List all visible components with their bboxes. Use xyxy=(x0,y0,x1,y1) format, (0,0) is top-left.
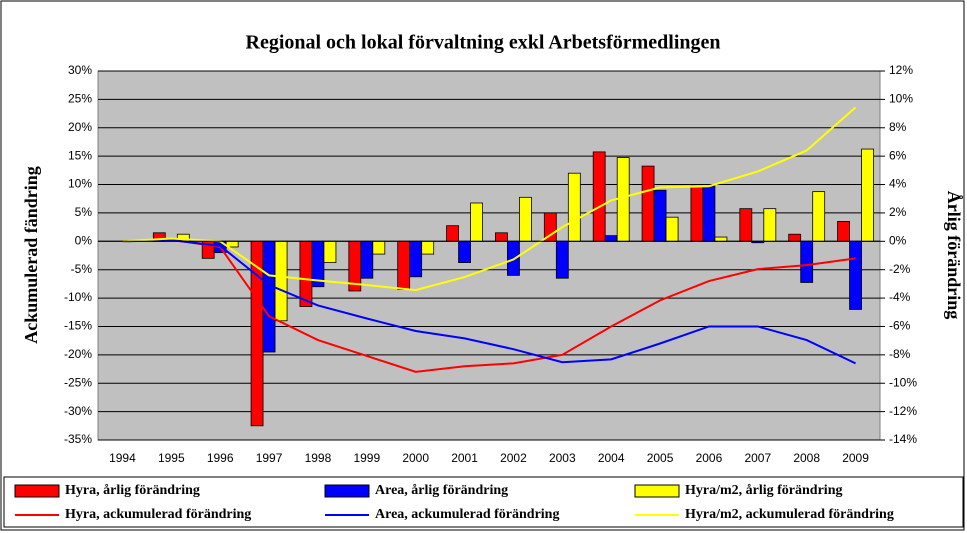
bar xyxy=(299,240,313,307)
bar xyxy=(458,240,471,263)
y2-axis-title: Årlig förändring xyxy=(944,191,964,320)
bar xyxy=(274,240,288,322)
y-tick-label: 10% xyxy=(68,177,92,191)
line xyxy=(122,238,856,373)
bar xyxy=(360,240,374,279)
y-tick-label: 15% xyxy=(68,148,92,162)
y-tick-label: -20% xyxy=(64,347,92,361)
y2-tick-label: -12% xyxy=(889,404,917,418)
bar xyxy=(616,157,630,242)
y-tick-label: -10% xyxy=(64,290,92,304)
x-tick-label: 2001 xyxy=(451,451,478,465)
x-tick-label: 2007 xyxy=(744,451,771,465)
x-tick-label: 2003 xyxy=(549,451,576,465)
y-tick-label: 5% xyxy=(75,205,93,219)
bar xyxy=(409,240,423,278)
legend-label: Hyra, årlig förändring xyxy=(65,483,200,498)
y2-tick-label: 10% xyxy=(889,92,913,106)
legend-label: Area, årlig förändring xyxy=(375,483,508,498)
bar xyxy=(653,189,667,242)
bar xyxy=(702,185,716,242)
plot-area xyxy=(97,70,881,441)
x-tick-label: 2004 xyxy=(598,451,625,465)
y2-tick-label: -2% xyxy=(889,262,911,276)
bar xyxy=(470,202,483,242)
x-tick-label: 2009 xyxy=(842,451,869,465)
y2-tick-label: 8% xyxy=(889,120,907,134)
bar xyxy=(849,240,862,310)
chart-title: Regional och lokal förvaltning exkl Arbe… xyxy=(246,32,721,54)
y2-tick-label: -14% xyxy=(889,432,917,446)
x-tick-label: 2005 xyxy=(647,451,674,465)
line xyxy=(122,239,856,365)
y-tick-label: -5% xyxy=(71,262,93,276)
y2-tick-label: 12% xyxy=(889,63,913,77)
bar xyxy=(495,232,508,242)
bar xyxy=(739,208,753,242)
x-tick-label: 1996 xyxy=(207,451,234,465)
y-tick-label: -15% xyxy=(64,319,92,333)
bar xyxy=(262,240,276,353)
x-tick-label: 2000 xyxy=(402,451,429,465)
line xyxy=(122,106,857,292)
y-tick-label: -35% xyxy=(64,432,92,446)
y2-tick-label: -6% xyxy=(889,319,911,333)
bar xyxy=(714,236,728,242)
x-tick-label: 1998 xyxy=(305,451,332,465)
bar xyxy=(446,225,459,242)
bar xyxy=(788,233,802,242)
x-tick-label: 1994 xyxy=(109,451,136,465)
legend-label: Hyra, ackumulerad förändring xyxy=(65,507,251,522)
y-tick-label: 0% xyxy=(75,233,93,247)
bar xyxy=(397,240,411,290)
y-tick-label: 25% xyxy=(68,92,92,106)
legend-label: Area, ackumulerad förändring xyxy=(375,507,559,522)
y2-tick-label: -10% xyxy=(889,375,917,389)
bar xyxy=(800,240,814,283)
legend-swatch xyxy=(324,484,370,498)
x-tick-label: 2002 xyxy=(500,451,527,465)
bar xyxy=(641,165,655,242)
bar xyxy=(604,235,618,242)
y2-tick-label: 4% xyxy=(889,177,907,191)
x-tick-label: 1995 xyxy=(158,451,185,465)
y-tick-label: -30% xyxy=(64,404,92,418)
y2-tick-label: 0% xyxy=(889,233,907,247)
legend-swatch xyxy=(634,484,680,498)
bar xyxy=(372,240,386,255)
legend-swatch xyxy=(14,484,60,498)
bar xyxy=(323,240,337,263)
bar xyxy=(592,151,606,242)
bar xyxy=(812,191,826,242)
x-tick-label: 1999 xyxy=(353,451,380,465)
y2-tick-label: -4% xyxy=(889,290,911,304)
bar xyxy=(837,221,850,242)
y2-tick-label: 6% xyxy=(889,148,907,162)
legend-frame xyxy=(3,476,964,528)
y-tick-label: -25% xyxy=(64,375,92,389)
x-tick-label: 2006 xyxy=(696,451,723,465)
bar xyxy=(861,148,874,242)
bar xyxy=(763,208,777,242)
bar xyxy=(567,172,581,242)
x-tick-label: 1997 xyxy=(256,451,283,465)
x-tick-label: 2008 xyxy=(793,451,820,465)
legend-label: Hyra/m2, årlig förändring xyxy=(685,483,843,498)
bar xyxy=(555,240,569,279)
y2-tick-label: -8% xyxy=(889,347,911,361)
bar xyxy=(421,240,435,255)
y-tick-label: 30% xyxy=(68,63,92,77)
bar xyxy=(519,196,532,242)
y2-tick-label: 2% xyxy=(889,205,907,219)
legend-label: Hyra/m2, ackumulerad förändring xyxy=(685,507,894,522)
bar xyxy=(665,216,679,242)
y-axis-title: Ackumulerad fändring xyxy=(21,166,41,344)
y-tick-label: 20% xyxy=(68,120,92,134)
bar xyxy=(690,185,704,242)
